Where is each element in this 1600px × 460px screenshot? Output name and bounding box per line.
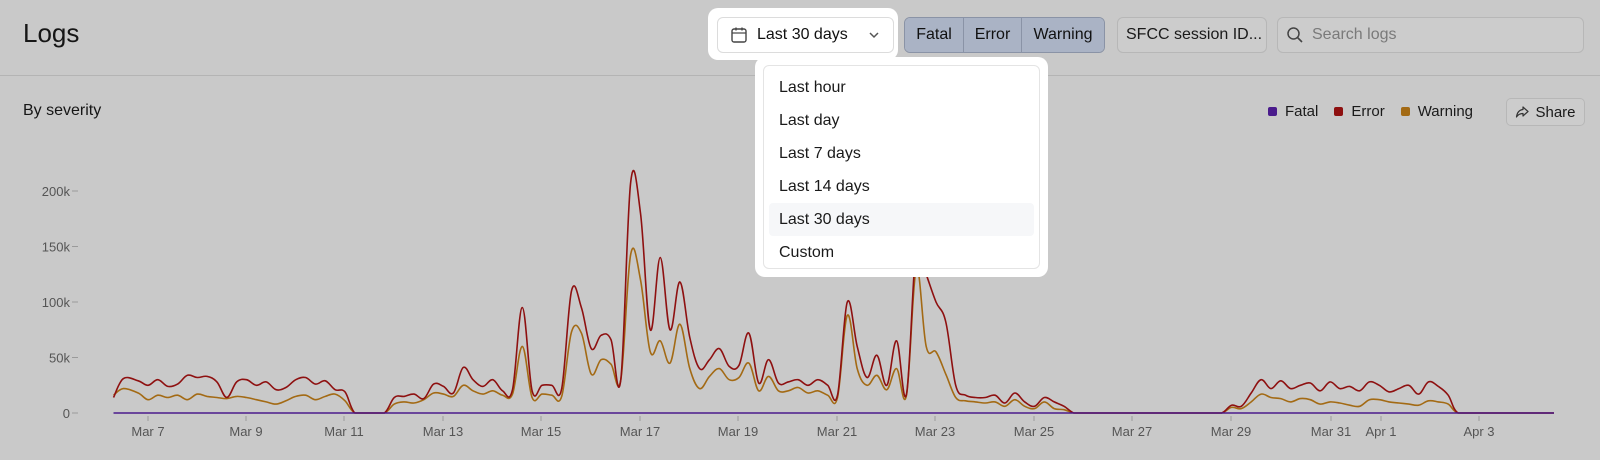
legend-label-fatal: Fatal [1285,103,1319,120]
x-tick-label: Mar 9 [229,424,262,439]
x-tick-label: Mar 27 [1112,424,1152,439]
x-tick-label: Mar 17 [620,424,660,439]
x-tick-label: Mar 7 [131,424,164,439]
severity-filter-group: Fatal Error Warning [904,17,1105,53]
search-input[interactable] [1312,26,1572,44]
chart-legend: Fatal Error Warning [1268,103,1489,120]
x-tick-label: Apr 3 [1463,424,1494,439]
x-tick-label: Mar 11 [324,424,364,439]
chevron-down-icon [869,32,879,39]
time-range-label: Last 30 days [757,26,848,43]
time-range-option[interactable]: Last 7 days [779,144,861,162]
y-tick-label: 100k [42,295,71,310]
share-button[interactable]: Share [1506,98,1585,126]
y-tick-label: 200k [42,184,71,199]
legend-item-error: Error [1334,103,1385,120]
x-tick-label: Mar 15 [521,424,561,439]
y-tick-label: 50k [49,351,70,366]
x-tick-label: Mar 25 [1014,424,1054,439]
time-range-options: Last hour Last day Last 7 days Last 14 days… [763,65,1040,269]
time-range-dropdown: Last hour Last day Last 7 days Last 14 days… [755,57,1048,277]
legend-label-warning: Warning [1417,103,1474,120]
time-range-button[interactable]: Last 30 days [717,17,894,53]
x-tick-label: Apr 1 [1365,424,1396,439]
y-tick-label: 150k [42,240,71,255]
series-line-warning [113,247,1554,414]
legend-item-warning: Warning [1400,103,1474,120]
legend-swatch-warning [1400,107,1410,116]
page-title: Logs [23,18,80,48]
session-id-filter[interactable]: SFCC session ID... [1117,17,1267,53]
series-line-error [112,169,1554,414]
x-tick-label: Mar 31 [1311,424,1351,439]
severity-chart: 0 50k 100k 150k 200k Mar 7 Mar 9 Mar 11 Mar 13 Ma… [42,169,1554,439]
share-label: Share [1535,103,1576,121]
y-tick-label: 0 [63,406,70,421]
severity-error-button[interactable]: Error [964,18,1022,52]
x-tick-label: Mar 21 [817,424,857,439]
calendar-icon [731,27,747,43]
legend-label-error: Error [1351,103,1385,120]
time-range-option[interactable]: Last day [779,111,840,129]
legend-swatch-fatal [1268,107,1277,116]
panel-title: By severity [23,102,102,119]
x-tick-label: Mar 29 [1211,424,1251,439]
search-box [1277,17,1584,53]
header-bar: Logs Last 30 days Fatal Error Warning SF… [0,0,1600,76]
severity-warning-button[interactable]: Warning [1022,18,1104,52]
x-tick-label: Mar 19 [718,424,758,439]
time-range-option[interactable]: Last hour [779,78,846,96]
legend-item-fatal: Fatal [1268,103,1318,120]
x-tick-label: Mar 23 [915,424,955,439]
search-icon [1287,27,1303,43]
time-range-option[interactable]: Custom [779,243,835,261]
time-range-option[interactable]: Last 14 days [779,177,870,195]
severity-fatal-button[interactable]: Fatal [905,18,964,52]
x-tick-label: Mar 13 [423,424,463,439]
time-range-option[interactable]: Last 30 days [769,203,1034,236]
share-icon [1516,106,1530,118]
legend-swatch-error [1334,107,1344,116]
